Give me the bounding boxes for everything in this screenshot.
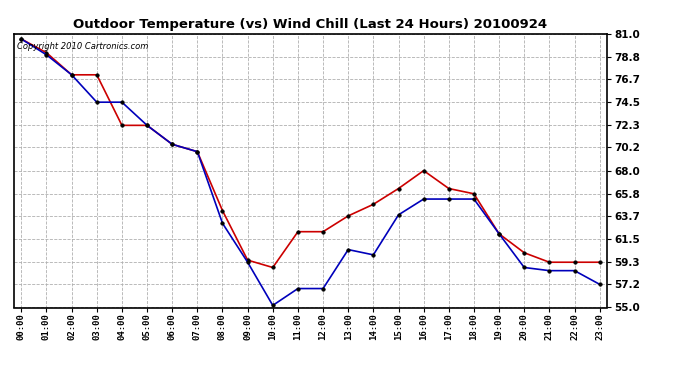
Title: Outdoor Temperature (vs) Wind Chill (Last 24 Hours) 20100924: Outdoor Temperature (vs) Wind Chill (Las…	[73, 18, 548, 31]
Text: Copyright 2010 Cartronics.com: Copyright 2010 Cartronics.com	[17, 42, 148, 51]
